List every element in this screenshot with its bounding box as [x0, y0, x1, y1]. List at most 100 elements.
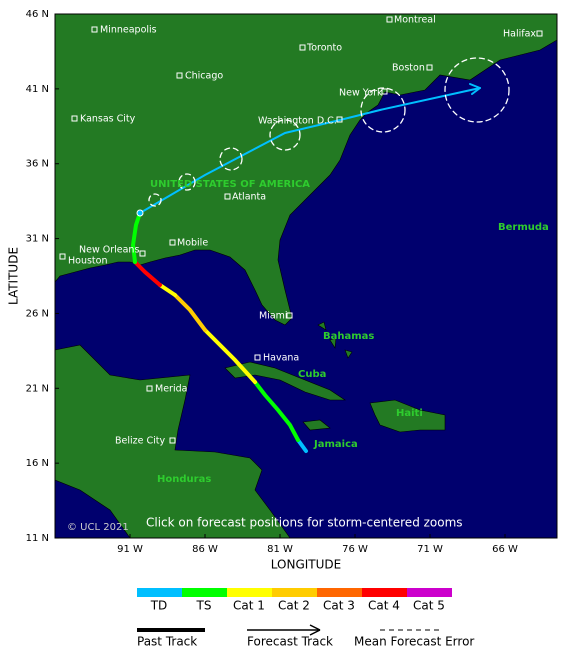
lon-label: 81 W — [267, 544, 293, 555]
y-axis-title: LATITUDE — [7, 247, 21, 305]
region-label: Bermuda — [498, 222, 549, 233]
city-marker — [169, 437, 176, 444]
lon-label: 91 W — [117, 544, 143, 555]
track-ts — [253, 380, 300, 442]
lon-label: 76 W — [342, 544, 368, 555]
error-circle[interactable] — [444, 57, 510, 123]
city-label: New Orleans — [79, 245, 139, 256]
error-circle[interactable] — [269, 119, 301, 151]
city-label: Houston — [68, 256, 107, 267]
track-td — [296, 438, 308, 453]
forecast-point[interactable] — [136, 209, 144, 217]
lat-label: 11 N — [26, 533, 49, 544]
region-label: Haiti — [396, 408, 423, 419]
city-label: Halifax — [503, 29, 536, 40]
city-label: Kansas City — [80, 114, 136, 125]
regions: UNITED STATES OF AMERICA Bermuda Bahamas… — [150, 179, 549, 485]
forecast-track — [139, 87, 481, 214]
city-marker — [299, 44, 306, 51]
lat-label: 21 N — [26, 383, 49, 394]
city-marker — [169, 239, 176, 246]
region-label: Cuba — [298, 369, 326, 380]
error-circle[interactable] — [178, 173, 196, 191]
scale-label: Cat 1 — [233, 599, 265, 613]
lon-label: 66 W — [492, 544, 518, 555]
cities: Minneapolis Toronto Montreal Halifax Bos… — [59, 15, 543, 447]
forecast-arrow — [469, 83, 481, 95]
city-marker — [381, 88, 388, 95]
legend-label: Mean Forecast Error — [354, 635, 474, 649]
category-scale: TD TS Cat 1 Cat 2 Cat 3 Cat 4 Cat 5 — [137, 588, 452, 613]
scale-swatch — [362, 588, 407, 597]
track-cat2 — [173, 293, 207, 332]
city-label: Montreal — [394, 15, 436, 26]
lat-label: 31 N — [26, 234, 49, 245]
city-label: Atlanta — [232, 192, 266, 203]
x-axis-title: LONGITUDE — [271, 558, 341, 572]
city-marker — [336, 116, 343, 123]
scale-label: Cat 5 — [413, 599, 445, 613]
lat-label: 36 N — [26, 159, 49, 170]
city-marker — [536, 30, 543, 37]
scale-swatch — [317, 588, 362, 597]
lat-label: 41 N — [26, 84, 49, 95]
scale-label: Cat 3 — [323, 599, 355, 613]
city-marker — [139, 250, 146, 257]
city-marker — [59, 253, 66, 260]
track-cat4 — [133, 260, 162, 287]
lat-label: 16 N — [26, 458, 49, 469]
city-marker — [146, 385, 153, 392]
scale-swatch — [182, 588, 227, 597]
scale-swatch — [407, 588, 452, 597]
scale-swatch — [137, 588, 182, 597]
lon-label: 71 W — [417, 544, 443, 555]
land — [54, 13, 558, 539]
scale-label: TD — [150, 599, 168, 613]
instruction: Click on forecast positions for storm-ce… — [146, 516, 463, 530]
city-marker — [176, 72, 183, 79]
track-cat1b — [158, 283, 177, 297]
scale-label: Cat 4 — [368, 599, 400, 613]
track-ts2 — [130, 211, 142, 264]
city-label: Toronto — [306, 43, 342, 54]
city-label: Miami — [259, 311, 288, 322]
error-circle[interactable] — [360, 87, 406, 133]
error-circle[interactable] — [148, 193, 162, 207]
lat-label: 26 N — [26, 308, 49, 319]
region-label: UNITED STATES OF AMERICA — [150, 179, 310, 190]
city-label: New York — [339, 88, 383, 99]
city-marker — [386, 16, 393, 23]
scale-label: TS — [196, 599, 212, 613]
forecast-arrow-key — [309, 624, 321, 636]
city-label: Washington D.C. — [258, 116, 337, 127]
legend-label: Forecast Track — [247, 635, 333, 649]
lat-label: 46 N — [26, 9, 49, 20]
scale-swatch — [227, 588, 272, 597]
copyright: © UCL 2021 — [67, 522, 129, 533]
scale-swatch — [272, 588, 317, 597]
city-label: Merida — [155, 384, 187, 395]
city-marker — [224, 193, 231, 200]
map-frame — [54, 13, 558, 539]
region-label: Honduras — [157, 474, 211, 485]
city-label: Minneapolis — [100, 25, 157, 36]
error-circle[interactable] — [219, 147, 243, 171]
track-cat1 — [203, 328, 257, 384]
city-marker — [426, 64, 433, 71]
scale-label: Cat 2 — [278, 599, 310, 613]
city-label: Boston — [392, 63, 425, 74]
storm-track[interactable] — [130, 57, 510, 453]
city-marker — [254, 354, 261, 361]
region-label: Bahamas — [323, 331, 374, 342]
city-label: Belize City — [115, 436, 165, 447]
city-marker — [91, 26, 98, 33]
city-marker — [71, 115, 78, 122]
city-label: Mobile — [177, 238, 208, 249]
region-label: Jamaica — [313, 439, 358, 450]
city-label: Chicago — [185, 71, 223, 82]
city-marker — [286, 312, 293, 319]
lon-label: 86 W — [192, 544, 218, 555]
city-label: Havana — [263, 353, 299, 364]
legend-label: Past Track — [137, 635, 197, 649]
